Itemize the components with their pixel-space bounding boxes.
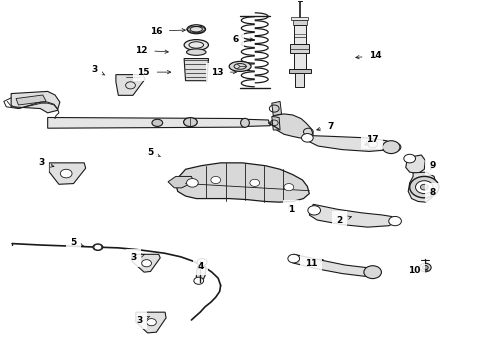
Circle shape — [389, 216, 401, 226]
Text: 5: 5 — [71, 238, 84, 247]
Text: 12: 12 — [135, 46, 168, 55]
Text: 16: 16 — [149, 27, 185, 36]
Polygon shape — [289, 69, 311, 73]
Polygon shape — [184, 59, 208, 81]
Polygon shape — [294, 53, 306, 69]
Polygon shape — [176, 163, 309, 202]
Ellipse shape — [241, 118, 249, 127]
Text: 9: 9 — [429, 161, 436, 170]
Polygon shape — [309, 204, 397, 227]
Polygon shape — [132, 254, 160, 272]
Text: 6: 6 — [233, 35, 253, 44]
Text: 4: 4 — [197, 262, 203, 271]
Polygon shape — [16, 95, 46, 105]
Text: 10: 10 — [408, 266, 428, 275]
Circle shape — [364, 266, 381, 279]
Ellipse shape — [187, 49, 206, 55]
Polygon shape — [291, 18, 308, 20]
Circle shape — [404, 154, 416, 163]
Text: 1: 1 — [288, 205, 294, 214]
Ellipse shape — [187, 25, 205, 34]
Circle shape — [142, 260, 151, 267]
Circle shape — [422, 265, 428, 270]
Polygon shape — [245, 119, 270, 126]
Polygon shape — [272, 114, 313, 139]
Polygon shape — [136, 312, 166, 333]
Polygon shape — [293, 254, 373, 276]
Circle shape — [366, 268, 377, 276]
Circle shape — [419, 263, 431, 272]
Circle shape — [197, 258, 207, 266]
Circle shape — [94, 244, 102, 250]
Text: 8: 8 — [429, 188, 436, 197]
Ellipse shape — [152, 119, 163, 126]
Text: 17: 17 — [365, 135, 378, 145]
Text: 14: 14 — [356, 51, 382, 60]
Polygon shape — [49, 163, 86, 184]
Polygon shape — [295, 73, 304, 87]
Ellipse shape — [184, 40, 208, 50]
Text: 7: 7 — [317, 122, 334, 131]
Polygon shape — [408, 172, 436, 202]
Circle shape — [194, 277, 203, 284]
Ellipse shape — [184, 118, 197, 127]
Polygon shape — [48, 117, 245, 128]
Text: 2: 2 — [336, 216, 351, 225]
Text: 3: 3 — [136, 315, 150, 324]
Polygon shape — [272, 116, 280, 130]
Polygon shape — [196, 261, 206, 282]
Circle shape — [250, 179, 260, 186]
Circle shape — [147, 319, 156, 326]
Polygon shape — [11, 91, 60, 113]
Ellipse shape — [93, 244, 103, 250]
Polygon shape — [303, 135, 396, 152]
Polygon shape — [168, 176, 194, 188]
Circle shape — [308, 206, 320, 215]
Text: 11: 11 — [305, 259, 323, 268]
Circle shape — [60, 169, 72, 178]
Circle shape — [389, 143, 401, 152]
Text: 3: 3 — [131, 253, 145, 262]
Circle shape — [410, 176, 439, 198]
Polygon shape — [116, 75, 145, 95]
Polygon shape — [294, 24, 306, 44]
Text: 15: 15 — [138, 68, 171, 77]
Circle shape — [416, 181, 433, 194]
Circle shape — [420, 184, 428, 190]
Polygon shape — [293, 20, 307, 24]
Circle shape — [187, 179, 198, 187]
Text: 3: 3 — [38, 158, 54, 167]
Circle shape — [211, 176, 220, 184]
Text: 3: 3 — [92, 66, 105, 75]
Text: 5: 5 — [147, 148, 161, 157]
Circle shape — [284, 184, 294, 191]
Circle shape — [382, 141, 400, 154]
Circle shape — [301, 134, 313, 142]
Text: 13: 13 — [211, 68, 237, 77]
Polygon shape — [406, 155, 425, 174]
Circle shape — [288, 254, 299, 263]
Polygon shape — [290, 44, 309, 53]
Polygon shape — [272, 102, 282, 116]
Ellipse shape — [229, 62, 251, 71]
